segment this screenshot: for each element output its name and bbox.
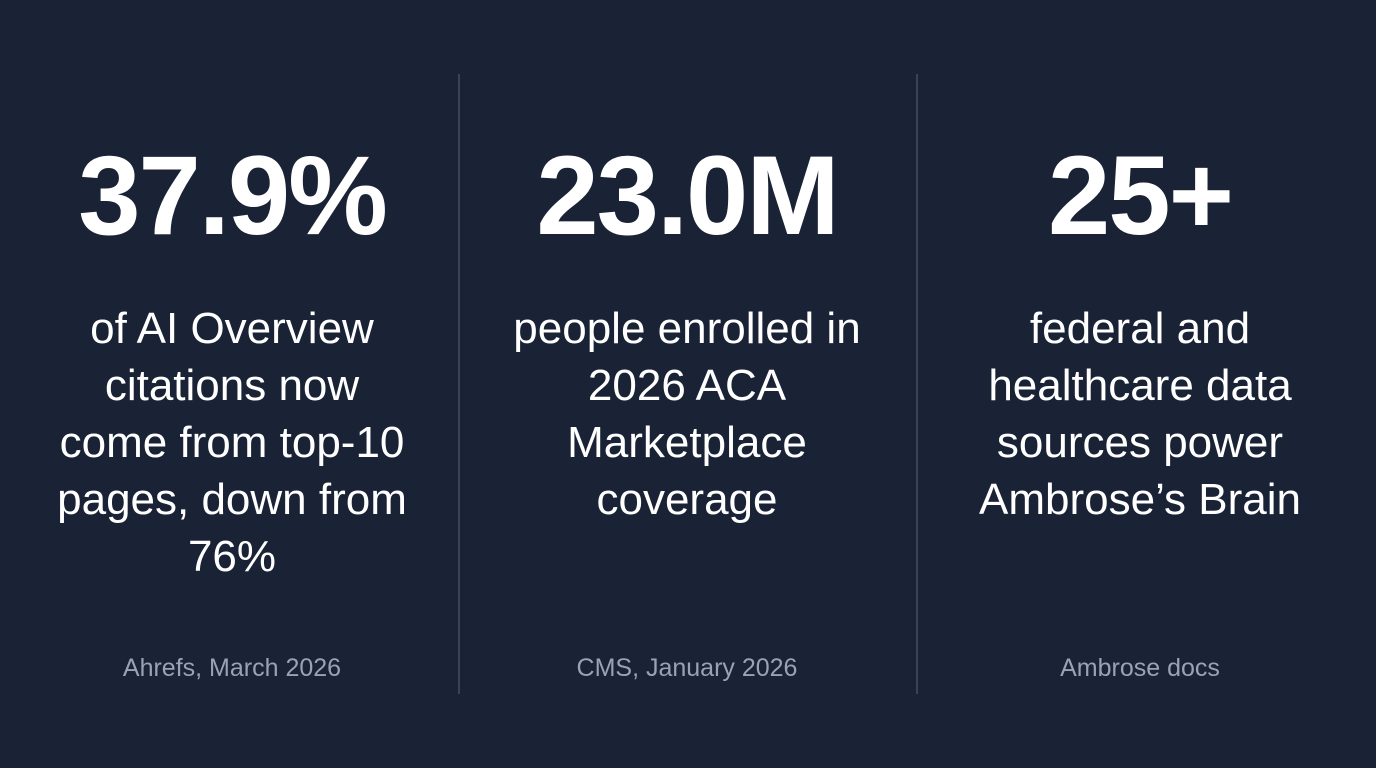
stat-source: CMS, January 2026 — [576, 654, 798, 682]
stat-value: 37.9% — [78, 133, 388, 258]
stat-value: 25+ — [1048, 133, 1234, 258]
column-divider — [458, 74, 460, 694]
stat-description: federal and healthcare data sources powe… — [979, 304, 1301, 524]
column-divider — [916, 74, 918, 694]
stat-description: people enrolled in 2026 ACA Marketplace … — [513, 304, 861, 524]
stat-column-data-sources: 25+ federal and healthcare data sources … — [932, 0, 1348, 768]
stat-source: Ahrefs, March 2026 — [122, 654, 342, 682]
stat-column-enrollment: 23.0M people enrolled in 2026 ACA Market… — [477, 0, 897, 768]
stat-description: of AI Overview citations now come from t… — [57, 304, 407, 581]
stat-value: 23.0M — [536, 133, 839, 258]
stat-column-citations: 37.9% of AI Overview citations now come … — [22, 0, 442, 768]
stat-source: Ambrose docs — [1060, 654, 1220, 682]
